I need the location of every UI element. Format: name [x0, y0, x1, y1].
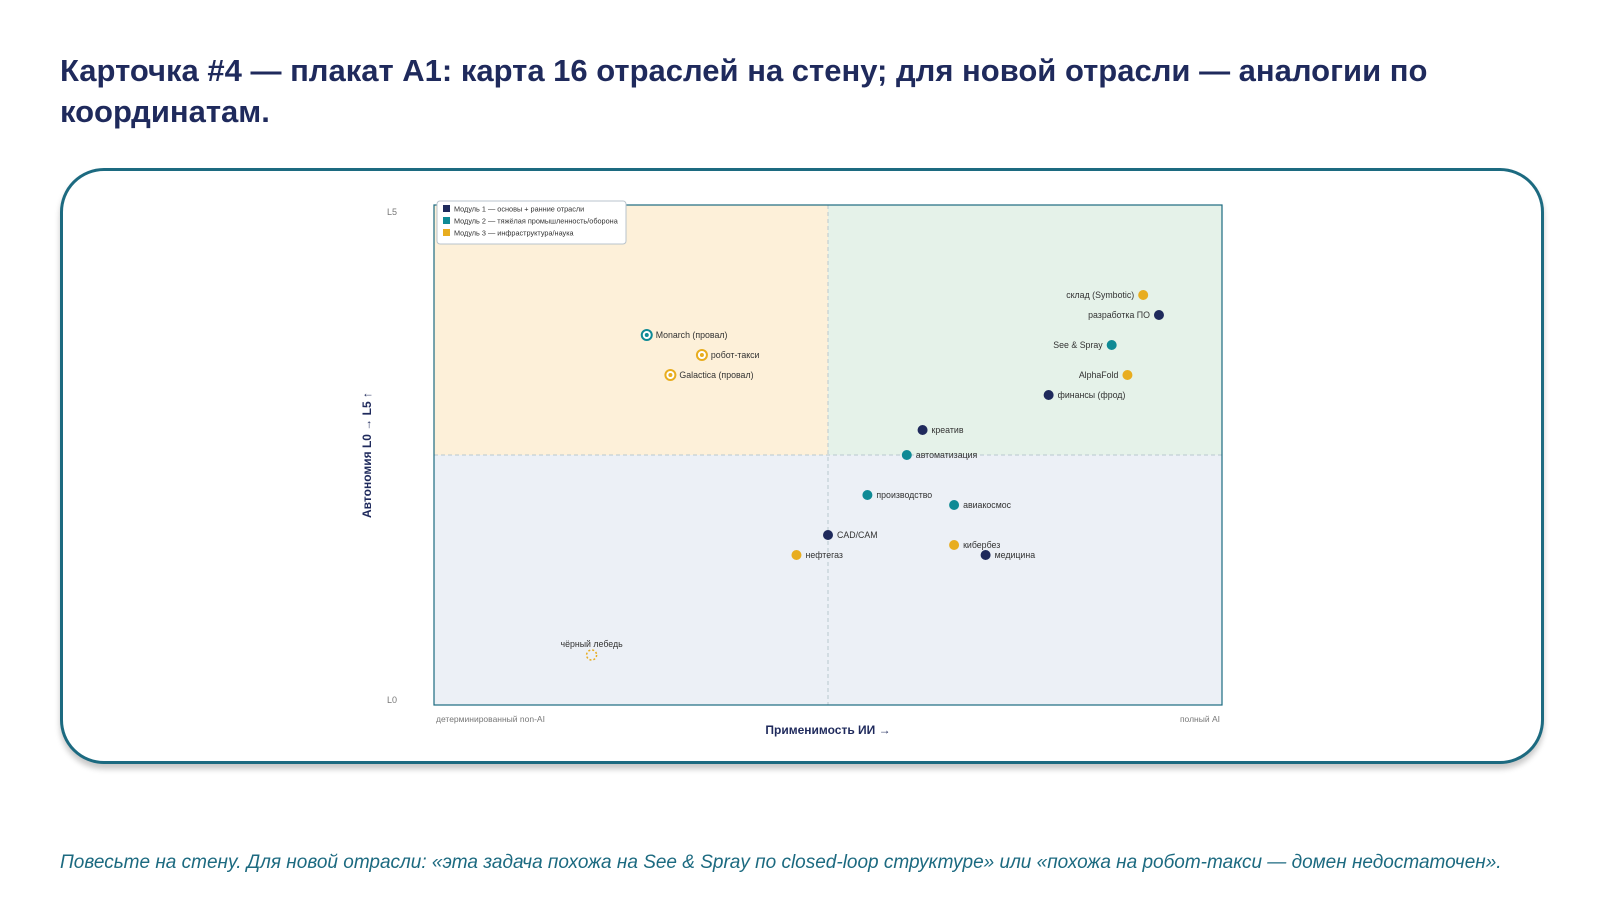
legend-swatch-module1 [443, 205, 450, 212]
legend-label-module2: Модуль 2 — тяжёлая промышленность/оборон… [454, 217, 619, 226]
point-16-label: Galactica (провал) [679, 370, 753, 380]
quadrant-top-left [434, 205, 828, 455]
y-tick-top: L5 [387, 207, 397, 217]
point-1-marker [1138, 290, 1149, 300]
point-10-label: CAD/CAM [837, 530, 878, 540]
point-9-marker [949, 500, 960, 510]
legend-swatch-module3 [443, 229, 450, 236]
point-5-label: финансы (фрод) [1058, 390, 1126, 400]
point-11-marker [949, 540, 960, 550]
x-axis-label: Применимость ИИ → [765, 723, 890, 737]
point-7-label: автоматизация [916, 450, 978, 460]
footer-note: Повесьте на стену. Для новой отрасли: «э… [60, 852, 1502, 873]
point-6-marker [917, 425, 928, 435]
point-2-marker [1153, 310, 1164, 320]
y-tick-bottom: L0 [387, 695, 397, 705]
point-17-label: чёрный лебедь [560, 639, 623, 649]
x-tick-right: полный AI [1180, 714, 1220, 724]
point-13-label: нефтегаз [805, 550, 842, 560]
point-17-dashed-marker [585, 649, 598, 661]
point-8-marker [862, 490, 873, 500]
point-3-marker [1106, 340, 1117, 350]
y-axis-label: Автономия L0 → L5 ↑ [360, 392, 374, 518]
legend-swatch-module2 [443, 217, 450, 224]
point-7-marker [901, 450, 912, 460]
point-6-label: креатив [932, 425, 964, 435]
legend-label-module3: Модуль 3 — инфраструктура/наука [454, 229, 575, 238]
legend: Модуль 1 — основы + ранние отрасли Модул… [436, 200, 627, 245]
point-14-label: Monarch (провал) [656, 330, 728, 340]
point-10-marker [823, 530, 833, 540]
point-13-marker [791, 550, 802, 560]
plot-frame [433, 204, 1223, 706]
point-3-label: See & Spray [1053, 340, 1103, 350]
point-12-marker [980, 550, 991, 560]
point-9-label: авиакосмос [963, 500, 1012, 510]
point-15-label: робот-такси [711, 350, 760, 360]
page-title: Карточка #4 — плакат A1: карта 16 отрасл… [60, 53, 1428, 129]
point-1-label: склад (Symbotic) [1066, 290, 1134, 300]
point-8-label: производство [876, 490, 932, 500]
point-11-label: кибербез [963, 540, 1000, 550]
point-4-label: AlphaFold [1079, 370, 1119, 380]
legend-label-module1: Модуль 1 — основы + ранние отрасли [454, 205, 584, 214]
point-12-label: медицина [995, 550, 1036, 560]
point-5-marker [1043, 390, 1054, 400]
data-points: склад (Symbotic) разработка ПО See & Spray… [560, 290, 1164, 661]
point-4-marker [1122, 370, 1133, 380]
point-14-ring-center [644, 333, 649, 337]
point-15-ring-center [699, 353, 704, 357]
point-2-label: разработка ПО [1088, 310, 1150, 320]
legend-box [436, 200, 627, 245]
point-16-ring-center [668, 373, 673, 377]
x-tick-left: детерминированный non-AI [436, 714, 545, 724]
quadrant-top-right [828, 205, 1222, 455]
